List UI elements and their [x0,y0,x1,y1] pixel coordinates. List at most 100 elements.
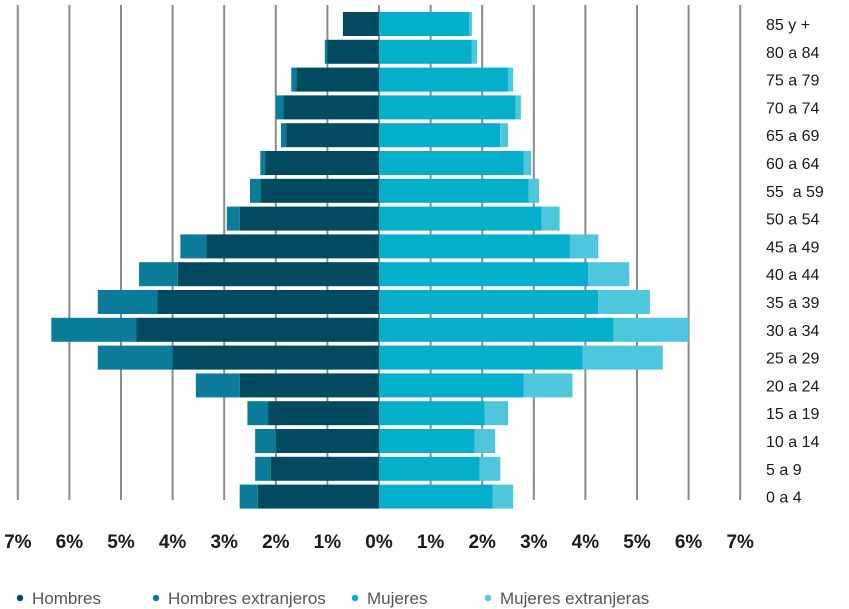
bar-hombres [257,484,379,509]
bar-hombres [268,401,379,426]
age-group-label: 30 a 34 [766,323,819,340]
bar-hombres [206,234,379,259]
age-group-labels: 0 a 4 5 a 9 10 a 14 15 a 19 20 a 24 25 a 29 30… [766,17,824,507]
age-group-label: 10 a 14 [766,434,819,451]
bar-hombres [136,317,379,342]
age-group-label: 80 a 84 [766,45,819,62]
bar-hombres [260,178,379,203]
legend-marker [351,594,359,602]
age-group-label: 40 a 44 [766,267,819,284]
age-group-label: 25 a 29 [766,351,819,368]
bar-mujeres-extranjeras [582,345,663,370]
bar-hombres-extranjeros [239,484,258,509]
legend-label: Hombres extranjeros [168,589,326,608]
age-group-label: 55 a 59 [766,184,824,201]
bar-hombres-extranjeros [139,262,178,287]
x-tick-label: 6% [675,532,703,553]
bar-mujeres [379,456,480,481]
x-tick-label: 5% [623,532,651,553]
x-tick-label: 2% [468,532,496,553]
bar-mujeres [379,95,516,120]
bar-mujeres-extranjeras [471,39,478,64]
age-group-label: 65 a 69 [766,128,819,145]
x-tick-label: 7% [4,532,32,553]
bar-hombres-extranjeros [260,151,266,175]
age-group-label: 60 a 64 [766,156,819,173]
age-group-label: 70 a 74 [766,100,819,117]
x-tick-label: 3% [520,532,548,553]
age-group-label: 0 a 4 [766,490,802,507]
bar-mujeres [379,123,501,148]
bar-hombres-extranjeros [247,401,269,426]
bar-mujeres [379,345,583,370]
bar-mujeres-extranjeras [484,401,508,426]
bar-hombres [157,290,379,314]
bar-hombres-extranjeros [255,456,271,481]
age-group-label: 75 a 79 [766,73,819,90]
bar-mujeres-extranjeras [474,429,496,453]
x-tick-label: 6% [56,532,84,553]
legend-marker [152,594,160,602]
bar-hombres [239,373,379,398]
bar-mujeres [379,234,570,259]
bar-mujeres [379,429,475,453]
bar-hombres [286,123,379,148]
legend-label: Mujeres [367,589,427,608]
bar-hombres [270,456,379,481]
legend: Hombres Hombres extranjeros Mujeres Mujeres… [16,589,649,608]
age-group-label: 85 y + [766,17,810,34]
bar-hombres-extranjeros [275,95,284,120]
bar-mujeres-extranjeras [500,123,508,148]
age-group-label: 20 a 24 [766,378,819,395]
legend-marker [484,594,492,602]
x-tick-label: 3% [210,532,238,553]
age-group-label: 15 a 19 [766,406,819,423]
bar-mujeres [379,373,524,398]
bar-mujeres [379,401,485,426]
x-tick-label: 5% [107,532,135,553]
bar-mujeres-extranjeras [523,373,573,398]
bar-hombres [296,67,379,92]
x-tick-label: 7% [726,532,754,553]
bar-hombres [327,39,379,64]
bar-mujeres-extranjeras [569,234,599,259]
bar-mujeres-extranjeras [515,95,521,120]
bar-mujeres-extranjeras [528,178,539,203]
bar-mujeres [379,262,588,287]
age-group-label: 50 a 54 [766,212,819,229]
bar-hombres [239,206,379,231]
x-axis-tick-labels: 7% 6% 5% 4% 3% 2% 1% 0% 1% 2% 3% 4% 5% 6% 7% [4,532,754,553]
bar-hombres-extranjeros [250,178,261,203]
bars [51,12,689,509]
x-tick-label: 4% [159,532,187,553]
bar-hombres [177,262,379,287]
legend-label: Mujeres extranjeras [500,589,649,608]
bar-mujeres [379,12,470,36]
bar-hombres [283,95,379,120]
bar-mujeres-extranjeras [492,484,514,509]
bar-hombres-extranjeros [195,373,240,398]
bar-mujeres-extranjeras [587,262,630,287]
bar-hombres [275,429,379,453]
age-group-label: 5 a 9 [766,462,802,479]
bar-hombres [265,151,379,175]
bar-mujeres-extranjeras [508,67,514,92]
bar-mujeres [379,206,542,231]
bar-mujeres-extranjeras [541,206,560,231]
bar-mujeres-extranjeras [479,456,501,481]
legend-label: Hombres [32,589,101,608]
legend-marker [16,594,24,602]
bar-hombres-extranjeros [226,206,240,231]
bar-hombres [342,12,379,36]
bar-mujeres [379,151,524,175]
bar-mujeres-extranjeras [469,12,472,36]
age-group-label: 35 a 39 [766,295,819,312]
x-tick-label: 0% [365,532,393,553]
bar-mujeres [379,290,599,314]
x-tick-label: 2% [262,532,290,553]
bar-mujeres-extranjeras [613,317,689,342]
x-tick-label: 4% [572,532,600,553]
bar-mujeres-extranjeras [523,151,532,175]
bar-mujeres [379,178,529,203]
